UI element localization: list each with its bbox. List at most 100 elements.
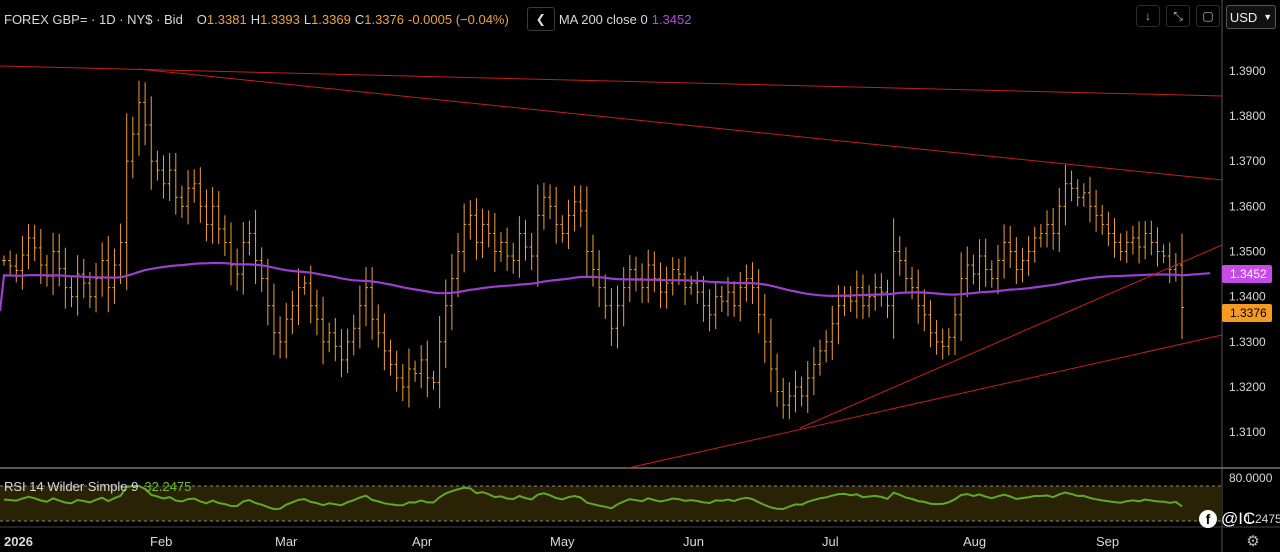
ohlc-bar: [517, 216, 522, 278]
ohlc-bar: [419, 345, 424, 389]
ohlc-bar: [885, 279, 890, 319]
gear-icon[interactable]: ⚙: [1246, 533, 1260, 550]
ohlc-bar: [903, 247, 908, 292]
price-axis[interactable]: 1.3900 1.3800 1.3700 1.3600 1.3500 1.3400 1.33…: [1229, 64, 1266, 439]
price-tick-label: 1.3500: [1229, 245, 1266, 259]
ohlc-bar: [1008, 226, 1013, 268]
ohlc-bar: [1026, 236, 1031, 276]
time-tick-label: Apr: [412, 534, 433, 549]
ohlc-bar: [830, 305, 835, 360]
ohlc-bar: [946, 328, 951, 356]
ohlc-bar: [155, 150, 160, 181]
ohlc-bar: [1161, 244, 1166, 264]
ohlc-bar: [952, 297, 957, 356]
rsi-legend: RSI 14 Wilder Simple 9 32.2475: [4, 479, 191, 494]
ohlc-bar: [940, 328, 945, 360]
ohlc-bar: [609, 288, 614, 346]
ohlc-bar: [1032, 226, 1037, 263]
price-tick-label: 1.3800: [1229, 109, 1266, 123]
time-tick-label: Jun: [683, 534, 704, 549]
ohlc-bar: [1051, 207, 1056, 250]
ohlc-bar: [756, 269, 761, 334]
ohlc-bar: [603, 274, 608, 319]
ohlc-bar: [818, 339, 823, 376]
ohlc-bar: [456, 233, 461, 298]
collapse-icon[interactable]: ⤡: [1166, 5, 1190, 27]
ohlc-bar: [701, 276, 706, 322]
ma-price-tag-label: 1.3452: [1230, 267, 1267, 281]
fullscreen-icon[interactable]: ▢: [1196, 5, 1220, 27]
ohlc-bar: [1075, 179, 1080, 207]
ohlc-bar: [652, 251, 657, 293]
ohlc-bar: [26, 223, 31, 270]
currency-select[interactable]: USD ▼: [1226, 5, 1276, 29]
ohlc-bar: [106, 235, 111, 313]
ohlc-bar: [302, 276, 307, 295]
ohlc-bar: [1173, 253, 1178, 282]
ohlc-bar: [339, 329, 344, 378]
ohlc-bar: [94, 262, 99, 313]
ohlc-bar: [860, 274, 865, 319]
ohlc-bar: [922, 289, 927, 332]
ohlc-bar: [498, 232, 503, 262]
ohlc-bar: [1143, 221, 1148, 260]
ohlc-bar: [1045, 210, 1050, 248]
ohlc-bar: [713, 282, 718, 330]
trendline-lower-rising: [627, 334, 1223, 469]
ohlc-bar: [179, 185, 184, 218]
time-tick-label: Jul: [822, 534, 839, 549]
ohlc-bar: [388, 339, 393, 376]
ohlc-bar: [229, 222, 234, 286]
ohlc-bar: [621, 267, 626, 327]
last-price-tag-label: 1.3376: [1230, 306, 1267, 320]
ohlc-bar: [873, 273, 878, 311]
ohlc-bar: [278, 316, 283, 359]
ohlc-bar: [100, 242, 105, 297]
price-tick-label: 1.3100: [1229, 425, 1266, 439]
ohlc-bar: [529, 232, 534, 271]
ohlc-bar: [1100, 204, 1105, 235]
ohlc-bar: [554, 187, 559, 244]
ohlc-bar: [1038, 223, 1043, 248]
ohlc-bar: [879, 273, 884, 307]
ohlc-bar: [351, 314, 356, 356]
ohlc-bar: [793, 370, 798, 413]
ohlc-bar: [836, 285, 841, 345]
ohlc-bar: [719, 285, 724, 312]
ohlc-bar: [989, 260, 994, 288]
rsi-axis-partial-label: 1.2475: [1245, 512, 1280, 526]
time-axis[interactable]: 2026 Feb Mar Apr May Jun Jul Aug Sep: [4, 534, 1119, 549]
price-tick-label: 1.3300: [1229, 335, 1266, 349]
ohlc-bar: [167, 152, 172, 202]
ohlc-bar: [928, 300, 933, 348]
ohlc-bar: [867, 285, 872, 318]
ohlc-bar: [670, 257, 675, 296]
chevron-left-icon[interactable]: ❮: [526, 7, 555, 31]
ohlc-bar: [333, 317, 338, 362]
trendline-lower-rising-steep: [799, 244, 1223, 429]
ohlc-bar: [633, 256, 638, 292]
ohlc-bar: [664, 266, 669, 309]
ohlc-bar: [566, 199, 571, 250]
ohlc-bar: [1081, 183, 1086, 207]
ohlc-bar: [363, 267, 368, 327]
price-tick-label: 1.3900: [1229, 64, 1266, 78]
ohlc-bar: [535, 184, 540, 287]
price-tick-label: 1.3200: [1229, 380, 1266, 394]
time-tick-label: Sep: [1096, 534, 1119, 549]
ohlc-bar: [572, 185, 577, 232]
ma-indicator-value: 1.3452: [651, 11, 692, 27]
ohlc-bar: [192, 169, 197, 203]
ohlc-bar: [222, 215, 227, 257]
chart-toolbar: ↓ ⤡ ▢: [1136, 5, 1220, 27]
ohlc-bar: [1106, 211, 1111, 247]
ohlc-bar: [811, 347, 816, 396]
ohlc-bar: [406, 348, 411, 408]
ohlc-bar: [762, 293, 767, 363]
ohlc-bar: [805, 361, 810, 413]
ohlc-bar: [891, 218, 896, 339]
arrow-down-icon[interactable]: ↓: [1136, 5, 1160, 27]
ohlc-bar: [437, 316, 442, 409]
ohlc-bar: [799, 376, 804, 407]
